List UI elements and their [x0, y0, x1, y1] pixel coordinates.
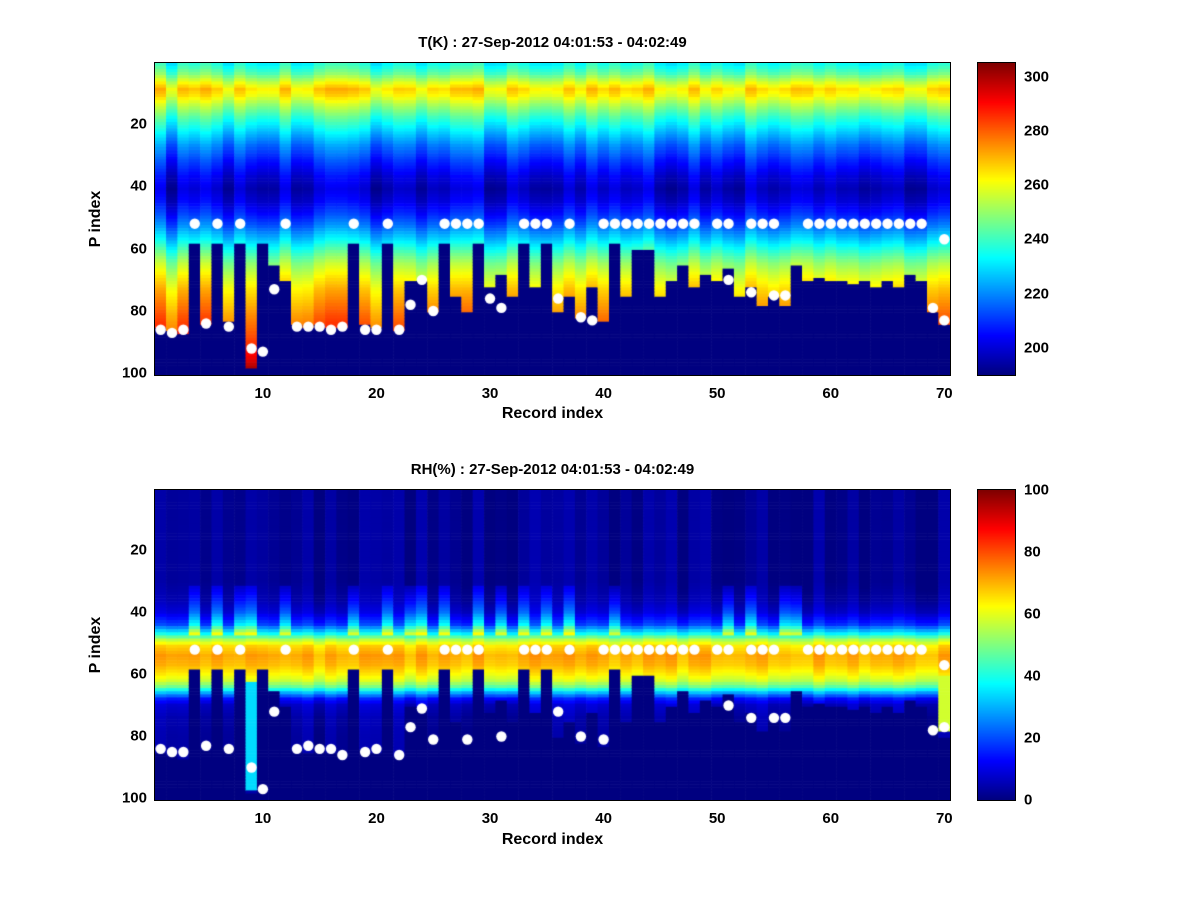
temperature-colorbar-tick-label: 200 — [1024, 339, 1050, 357]
temperature-x-tick-label: 50 — [708, 385, 726, 402]
temperature-x-axis-label: Record index — [501, 405, 604, 422]
temperature-x-tick-label: 30 — [481, 385, 499, 402]
humidity-colorbar-canvas — [978, 490, 1015, 800]
humidity-y-tick-label: 100 — [121, 789, 147, 807]
temperature-y-tick-label: 40 — [130, 177, 147, 195]
temperature-y-tick-label: 100 — [121, 364, 147, 382]
temperature-x-tick-label: 10 — [254, 385, 272, 402]
temperature-x-tick-label: 60 — [822, 385, 840, 402]
temperature-x-tick-label: 70 — [935, 385, 953, 402]
humidity-x-tick-label: 50 — [708, 810, 726, 827]
temperature-colorbar-tick-label: 260 — [1024, 176, 1050, 194]
humidity-colorbar-tick-label: 20 — [1024, 729, 1041, 747]
humidity-colorbar-tick-label: 0 — [1024, 791, 1033, 809]
temperature-x-tick-label: 40 — [595, 385, 612, 402]
humidity-y-tick-label: 20 — [130, 541, 147, 559]
humidity-colorbar-tick-label: 100 — [1024, 481, 1050, 499]
humidity-plot-title: RH(%) : 27-Sep-2012 04:01:53 - 04:02:49 — [410, 461, 695, 478]
humidity-x-axis-label: Record index — [501, 831, 604, 848]
humidity-colorbar-tick-label: 60 — [1024, 605, 1041, 623]
humidity-y-axis-label: P index — [87, 616, 104, 674]
humidity-y-tick-label: 80 — [130, 727, 147, 745]
temperature-heatmap-canvas — [155, 63, 950, 375]
temperature-colorbar-tick-label: 300 — [1024, 68, 1050, 86]
temperature-colorbar-canvas — [978, 63, 1015, 375]
temperature-y-tick-label: 80 — [130, 302, 147, 320]
humidity-x-tick-label: 30 — [481, 810, 499, 827]
temperature-x-tick-label: 20 — [368, 385, 385, 402]
humidity-x-tick-label: 70 — [935, 810, 953, 827]
humidity-colorbar-tick-label: 80 — [1024, 543, 1041, 561]
temperature-y-tick-label: 20 — [130, 115, 147, 133]
humidity-x-tick-label: 20 — [368, 810, 385, 827]
temperature-y-axis-label: P index — [87, 190, 104, 248]
humidity-colorbar-tick-label: 40 — [1024, 667, 1041, 685]
temperature-plot-title: T(K) : 27-Sep-2012 04:01:53 - 04:02:49 — [418, 34, 687, 51]
temperature-colorbar-tick-label: 240 — [1024, 230, 1050, 248]
temperature-colorbar-tick-label: 220 — [1024, 285, 1050, 303]
temperature-colorbar-tick-label: 280 — [1024, 122, 1050, 140]
humidity-x-tick-label: 60 — [822, 810, 840, 827]
humidity-x-tick-label: 10 — [254, 810, 272, 827]
temperature-y-tick-label: 60 — [130, 240, 147, 258]
humidity-y-tick-label: 60 — [130, 665, 147, 683]
humidity-x-tick-label: 40 — [595, 810, 612, 827]
humidity-y-tick-label: 40 — [130, 603, 147, 621]
humidity-heatmap-canvas — [155, 490, 950, 800]
